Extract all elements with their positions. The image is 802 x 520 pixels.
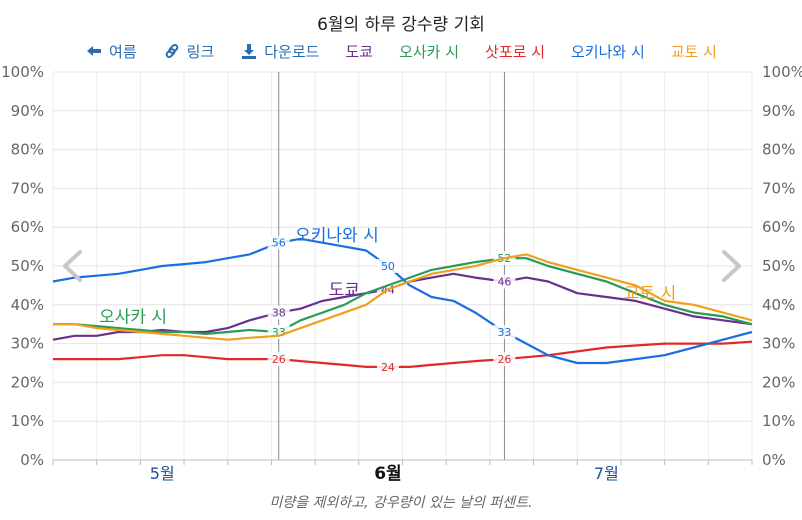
toolbar: 여름 링크 다운로드 도쿄 오사카 시 삿포로 시 오키나와 시 교토 시 [0,39,802,63]
x-tick-label: 5월 [150,464,175,483]
y-tick-label-left: 100% [1,63,44,81]
y-tick-label-right: 100% [762,63,802,81]
chevron-left-icon[interactable] [63,250,82,282]
data-label-okinawa: 33 [497,326,511,339]
data-label-bg [267,305,290,320]
y-tick-label-left: 30% [11,335,44,353]
y-tick-label-right: 50% [762,257,795,275]
series-annotation-osaka: 오사카 시 [99,307,167,327]
series-line-osaka [53,257,753,335]
y-tick-label-left: 40% [11,296,44,314]
y-tick-label-left: 50% [11,257,44,275]
y-tick-label-right: 20% [762,373,795,391]
data-label-bg [493,324,516,339]
data-label-bg [493,274,516,289]
chart: 0% 0% 10% 10% 20% 20% 30% 30% 40% 40% 50% 50% 60% 60%… [1,63,802,484]
y-tick-label-right: 90% [762,102,795,120]
legend-item-osaka[interactable]: 오사카 시 [399,42,460,61]
series-annotation-tokyo: 도쿄 [329,280,360,300]
x-tick-label: 7월 [594,464,619,483]
back-label: 여름 [109,42,137,61]
data-label-bg [267,235,290,250]
legend-item-tokyo[interactable]: 도쿄 [345,42,374,61]
link-icon [165,43,178,59]
legend-item-sapporo[interactable]: 삿포로 시 [485,42,545,61]
data-label-okinawa: 50 [381,260,395,273]
y-tick-label-left: 80% [11,141,44,159]
data-label-bg [376,359,399,374]
y-tick-label-left: 0% [20,451,44,469]
data-label-tokyo: 46 [497,276,511,289]
x-tick-label: 6월 [374,464,401,484]
y-tick-label-right: 30% [762,335,795,353]
data-label-okinawa: 56 [272,237,286,250]
y-tick-label-left: 90% [11,102,44,120]
data-label-bg [493,352,516,367]
chevron-right-icon[interactable] [722,250,741,282]
download-label: 다운로드 [264,42,320,61]
data-label-sapporo: 26 [497,353,511,366]
download-button[interactable]: 다운로드 [240,41,319,62]
series-annotation-okinawa: 오키나와 시 [295,226,379,246]
back-button[interactable]: 여름 [85,41,137,62]
y-tick-label-right: 80% [762,141,795,159]
footnote: 미량을 제외하고, 강우량이 있는 날의 퍼센트. [269,495,533,511]
legend-item-kyoto[interactable]: 교토 시 [670,42,717,61]
link-label: 링크 [186,42,215,61]
y-tick-label-left: 20% [11,373,44,391]
y-tick-label-left: 70% [11,179,44,197]
y-tick-label-right: 0% [762,451,786,469]
data-label-sapporo: 24 [381,361,395,374]
series-line-okinawa [52,237,753,365]
arrow-left-icon [87,46,102,56]
series-line-kyoto [53,253,753,341]
y-tick-label-right: 10% [762,412,795,430]
y-tick-label-left: 10% [11,412,44,430]
series-annotation-kyoto: 교토 시 [624,284,676,304]
y-tick-label-right: 70% [762,179,795,197]
download-icon [242,44,257,59]
data-label-bg [267,352,290,367]
y-tick-label-right: 60% [762,218,795,236]
link-button[interactable]: 링크 [163,41,215,62]
y-tick-label-right: 40% [762,296,795,314]
data-label-tokyo: 38 [272,307,286,320]
y-tick-label-left: 60% [11,218,44,236]
data-label-bg [376,259,399,273]
data-label-sapporo: 26 [272,353,286,366]
legend-item-okinawa[interactable]: 오키나와 시 [571,42,645,61]
chart-title: 6월의 하루 강수량 기회 [317,15,485,35]
